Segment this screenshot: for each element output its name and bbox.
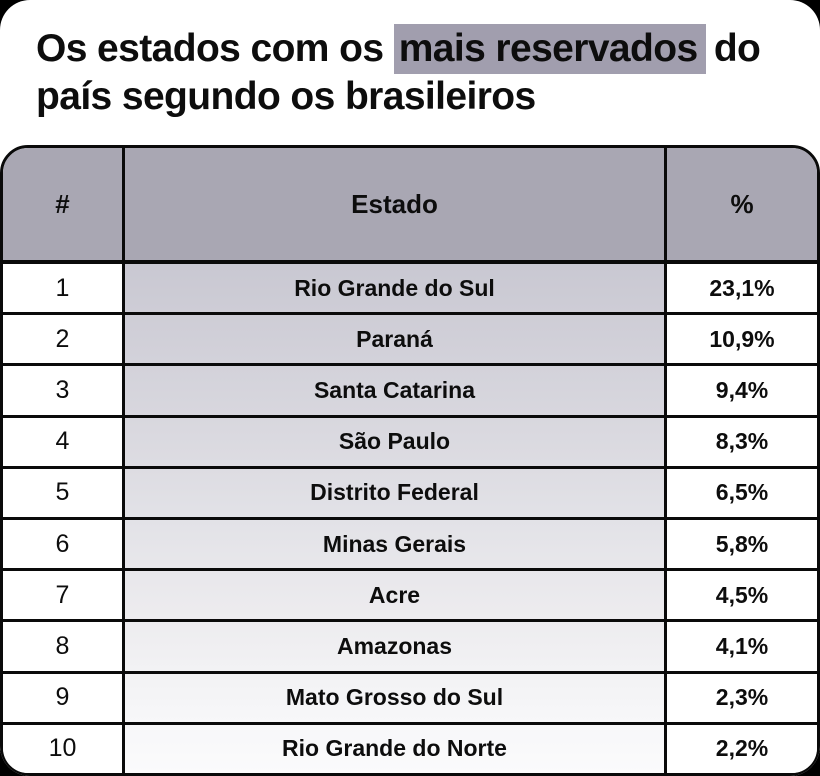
- state-cell: Acre: [125, 571, 667, 620]
- state-cell: Distrito Federal: [125, 468, 667, 518]
- rank-cell: 5: [3, 468, 125, 518]
- state-cell: Rio Grande do Sul: [125, 264, 667, 313]
- table-row: 10 Rio Grande do Norte 2,2%: [3, 724, 817, 773]
- percent-cell: 6,5%: [667, 468, 817, 518]
- rank-cell: 8: [3, 622, 125, 671]
- table-row: 2 Paraná 10,9%: [3, 315, 817, 367]
- percent-cell: 9,4%: [667, 366, 817, 415]
- column-header-state: Estado: [125, 148, 667, 260]
- percent-cell: 10,9%: [667, 315, 817, 364]
- table-row: 7 Acre 4,5%: [3, 571, 817, 623]
- table-row: 3 Santa Catarina 9,4%: [3, 366, 817, 418]
- rank-cell: 4: [3, 417, 125, 466]
- table-row: 6 Minas Gerais 5,8%: [3, 520, 817, 572]
- page-title: Os estados com os mais reservados do paí…: [36, 24, 786, 121]
- table-row: 9 Mato Grosso do Sul 2,3%: [3, 673, 817, 725]
- title-line-1: Os estados com os mais reservados do: [36, 24, 786, 74]
- percent-cell: 23,1%: [667, 264, 817, 313]
- percent-cell: 5,8%: [667, 520, 817, 569]
- percent-cell: 4,1%: [667, 622, 817, 671]
- rank-cell: 7: [3, 571, 125, 620]
- percent-cell: 2,2%: [667, 724, 817, 773]
- title-line-2: país segundo os brasileiros: [36, 75, 536, 118]
- percent-cell: 2,3%: [667, 673, 817, 722]
- table-body: 1 Rio Grande do Sul 23,1% 2 Paraná 10,9%…: [3, 264, 817, 773]
- percent-cell: 4,5%: [667, 571, 817, 620]
- state-cell: Mato Grosso do Sul: [125, 673, 667, 722]
- rank-cell: 6: [3, 520, 125, 569]
- rank-cell: 1: [3, 264, 125, 313]
- state-cell: Paraná: [125, 315, 667, 364]
- table-row: 5 Distrito Federal 6,5%: [3, 468, 817, 521]
- state-cell: Santa Catarina: [125, 366, 667, 415]
- ranking-table: # Estado % 1 Rio Grande do Sul 23,1% 2 P…: [0, 145, 820, 776]
- column-header-percent: %: [730, 188, 754, 219]
- rank-cell: 2: [3, 315, 125, 364]
- title-line1-suffix: do: [713, 27, 761, 70]
- table-header-row: # Estado %: [3, 148, 817, 264]
- table-row: 8 Amazonas 4,1%: [3, 622, 817, 674]
- rank-cell: 9: [3, 673, 125, 722]
- state-cell: Amazonas: [125, 622, 667, 671]
- table-row: 4 São Paulo 8,3%: [3, 417, 817, 469]
- title-highlight: mais reservados: [393, 24, 706, 74]
- state-cell: Rio Grande do Norte: [125, 724, 667, 773]
- rank-cell: 3: [3, 366, 125, 415]
- percent-cell: 8,3%: [667, 417, 817, 466]
- state-cell: Minas Gerais: [125, 520, 667, 569]
- title-prefix: Os estados com os: [36, 27, 384, 70]
- state-cell: São Paulo: [125, 417, 667, 466]
- table-row: 1 Rio Grande do Sul 23,1%: [3, 264, 817, 316]
- rank-cell: 10: [3, 724, 125, 773]
- column-header-rank: #: [3, 148, 125, 260]
